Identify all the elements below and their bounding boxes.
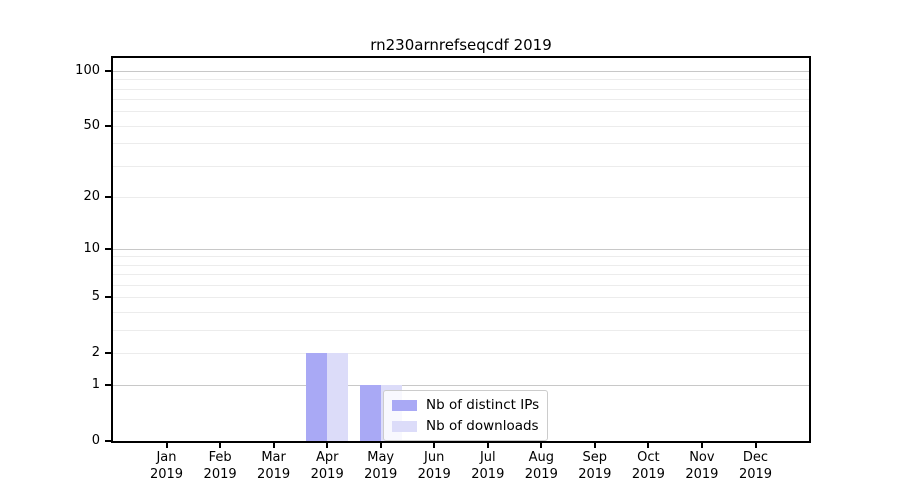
x-tick-month: Jan [156, 450, 177, 465]
minor-gridline [113, 88, 809, 90]
minor-gridline [113, 285, 809, 286]
x-axis-tick [379, 443, 382, 448]
x-tick-month: Mar [261, 450, 286, 465]
legend-entry-label: Nb of downloads [426, 418, 539, 434]
x-tick-month: May [367, 450, 395, 465]
legend: Nb of distinct IPs Nb of downloads [383, 390, 549, 441]
x-tick-year: 2019 [417, 467, 451, 482]
x-tick-month: Sep [582, 450, 608, 465]
minor-gridline [113, 99, 809, 101]
minor-gridline [113, 297, 809, 299]
legend-swatch-icon [392, 399, 417, 411]
x-tick-year: 2019 [364, 467, 398, 482]
minor-gridline [113, 79, 809, 81]
y-axis-tick [105, 195, 112, 198]
legend-swatch-icon [392, 420, 417, 432]
y-tick-label: 50 [83, 117, 100, 133]
x-axis-tick [165, 443, 168, 448]
x-tick-year: 2019 [257, 467, 291, 482]
y-axis-tick [105, 70, 112, 72]
x-tick-label: Jul 2019 [448, 449, 528, 483]
y-axis-tick [105, 296, 112, 299]
y-tick-label: 5 [91, 289, 100, 305]
major-gridline [113, 71, 809, 72]
x-tick-year: 2019 [203, 467, 237, 482]
x-tick-year: 2019 [738, 467, 773, 482]
minor-gridline [113, 312, 809, 313]
chart-title: rn230arnrefseqcdf 2019 [370, 36, 552, 54]
y-tick-label: 1 [91, 377, 100, 393]
x-tick-year: 2019 [524, 467, 558, 482]
x-axis-tick [272, 443, 275, 448]
x-tick-month: Feb [208, 450, 232, 465]
y-tick-label: 100 [75, 63, 100, 78]
y-tick-label: 0 [91, 433, 100, 448]
minor-gridline [113, 264, 809, 266]
x-axis-tick [219, 443, 222, 448]
y-tick-label: 2 [91, 344, 100, 360]
x-tick-month: Apr [315, 450, 339, 465]
x-axis-tick [754, 443, 757, 448]
x-axis-tick [593, 443, 596, 448]
x-tick-label: Nov 2019 [662, 449, 742, 483]
y-axis-tick [105, 440, 112, 442]
x-tick-label: Jun 2019 [394, 449, 474, 483]
x-axis-tick [540, 443, 543, 448]
y-tick-label: 10 [83, 240, 100, 256]
minor-gridline [113, 256, 809, 258]
x-axis-tick [700, 443, 703, 448]
y-axis-tick [105, 124, 112, 127]
x-tick-month: Aug [528, 450, 554, 465]
legend-entry-label: Nb of distinct IPs [426, 397, 540, 413]
x-tick-label: Oct 2019 [608, 449, 688, 483]
x-tick-label: Sep 2019 [555, 449, 635, 483]
x-tick-month: Nov [689, 450, 715, 465]
x-tick-month: Oct [637, 450, 660, 465]
y-axis-tick [105, 351, 112, 354]
x-tick-label: Jan 2019 [127, 449, 207, 483]
x-axis-tick [647, 443, 650, 448]
minor-gridline [113, 329, 809, 331]
y-axis-tick [105, 384, 112, 387]
x-tick-year: 2019 [471, 467, 505, 482]
x-tick-label: Mar 2019 [234, 449, 314, 483]
x-tick-year: 2019 [685, 467, 719, 482]
x-tick-label: Dec 2019 [716, 449, 796, 483]
legend-entry: Nb of distinct IPs [392, 396, 539, 414]
major-gridline [113, 248, 809, 250]
x-tick-label: Aug 2019 [501, 449, 581, 483]
minor-gridline [113, 352, 809, 354]
x-tick-year: 2019 [578, 467, 612, 482]
minor-gridline [113, 165, 809, 167]
y-axis-tick [105, 247, 112, 250]
x-axis-tick [486, 443, 489, 448]
minor-gridline [113, 274, 809, 276]
major-gridline [113, 385, 809, 387]
x-tick-year: 2019 [149, 467, 184, 482]
bar-distinct-ips [359, 385, 381, 441]
x-axis-tick [433, 443, 436, 448]
x-tick-month: Jul [479, 450, 496, 465]
minor-gridline [113, 111, 809, 113]
legend-entry: Nb of downloads [392, 417, 539, 435]
x-tick-month: Jun [424, 450, 445, 465]
x-axis-tick [326, 443, 329, 448]
x-tick-label: Apr 2019 [287, 449, 367, 483]
y-tick-label: 20 [83, 188, 100, 204]
x-tick-year: 2019 [310, 467, 344, 482]
x-tick-year: 2019 [631, 467, 665, 482]
x-tick-label: May 2019 [341, 449, 421, 483]
x-tick-label: Feb 2019 [180, 449, 260, 483]
bar-downloads [327, 352, 349, 441]
minor-gridline [113, 125, 809, 127]
bar-distinct-ips [306, 352, 328, 441]
minor-gridline [113, 196, 809, 198]
x-tick-month: Dec [742, 450, 769, 465]
minor-gridline [113, 143, 809, 145]
